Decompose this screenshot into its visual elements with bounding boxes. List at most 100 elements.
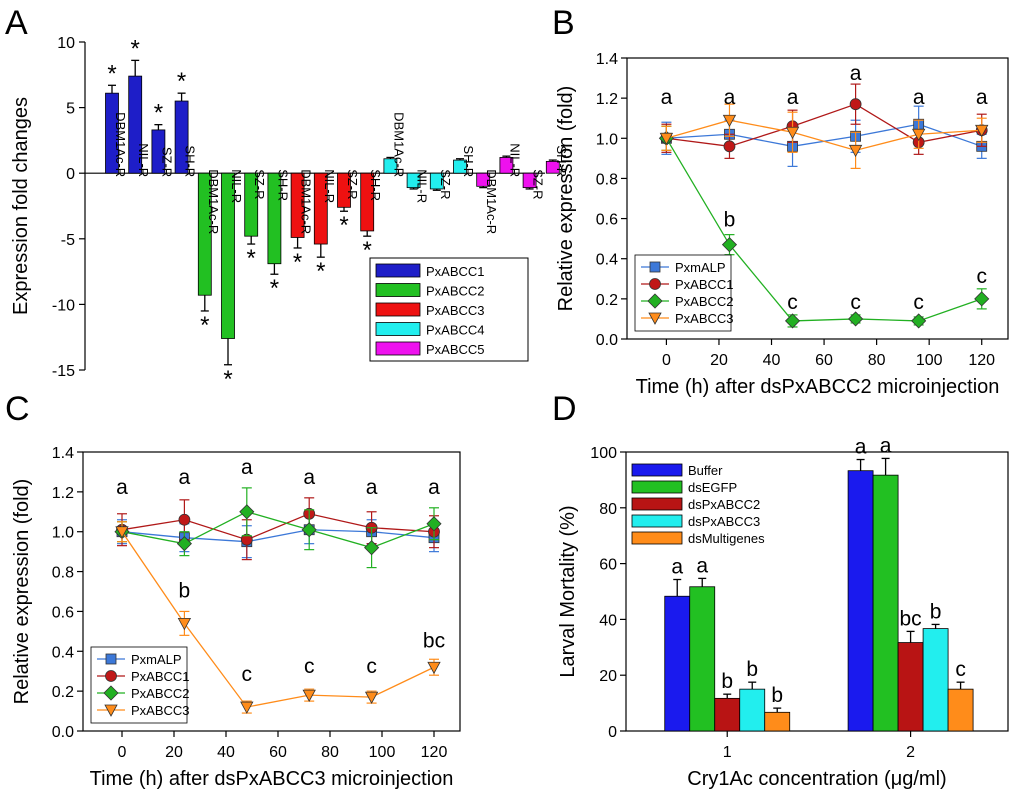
b-legend-label: PxmALP <box>675 260 726 275</box>
c-series-pxmalp <box>116 515 440 559</box>
a-strain-label: DBM1Ac-R <box>391 112 406 177</box>
a-error-bar <box>363 230 372 237</box>
a-strain-label: SZ-R <box>345 169 360 199</box>
b-point-pxabcc3 <box>659 132 674 146</box>
b-point-pxabcc3 <box>785 126 800 140</box>
d-significance-letter: a <box>671 556 683 579</box>
a-error-bar <box>316 244 325 258</box>
b-y-tick-label: 0.4 <box>596 252 618 269</box>
b-legend-marker <box>647 293 663 309</box>
d-y-axis-label: Larval Mortality (%) <box>557 505 579 677</box>
b-y-tick-label: 0.0 <box>596 332 618 349</box>
a-legend-swatch-pxabcc1 <box>375 263 421 278</box>
a-y-tick-label: 5 <box>66 101 75 118</box>
b-line-pxabcc3 <box>666 119 982 152</box>
b-x-tick-label: 60 <box>815 352 833 369</box>
a-legend-swatch-pxabcc5 <box>375 341 421 356</box>
a-y-tick-label: 0 <box>66 166 75 183</box>
b-y-tick-label: 0.2 <box>596 292 618 309</box>
d-significance-letter: c <box>955 658 966 681</box>
a-strain-label: NIL-R <box>322 169 337 203</box>
a-bar-pxabcc5-0 <box>476 172 491 187</box>
c-x-tick-label: 80 <box>321 744 339 761</box>
a-error-bar <box>131 59 140 77</box>
d-significance-letter: bc <box>899 607 921 630</box>
d-x-axis-label: Cry1Ac concentration (μg/ml) <box>687 768 946 790</box>
d-significance-letter: b <box>771 684 783 707</box>
a-legend: PxABCC1 PxABCC2 PxABCC3 PxABCC4 PxABCC5 <box>369 257 529 362</box>
a-legend-label: PxABCC4 <box>426 323 485 338</box>
c-point-pxabcc3 <box>177 617 192 631</box>
b-series-pxabcc2 <box>658 125 990 329</box>
b-y-tick-label: 1.4 <box>596 51 618 68</box>
a-error-bar <box>224 338 232 366</box>
c-point-pxabcc3 <box>115 526 129 539</box>
b-point-pxabcc1 <box>849 98 862 111</box>
b-series-pxabcc3 <box>659 103 989 169</box>
a-significance-star: * <box>200 312 209 339</box>
c-y-tick-label: 1.4 <box>52 445 74 462</box>
c-x-tick-label: 60 <box>269 744 287 761</box>
c-line-pxabcc3 <box>121 531 435 708</box>
d-y-tick-label: 20 <box>599 668 617 685</box>
b-point-pxabcc2 <box>784 313 801 329</box>
a-significance-star: * <box>247 245 256 272</box>
a-strain-label: NIL-R <box>415 169 430 203</box>
c-legend-marker <box>105 653 117 665</box>
d-bar-dsegfp-1 <box>872 474 899 732</box>
c-legend-marker <box>104 704 118 717</box>
a-error-bar <box>409 187 418 190</box>
d-legend-label: dsMultigenes <box>688 531 765 546</box>
a-error-bar <box>456 158 464 161</box>
a-strain-label: DBM1Ac-R <box>113 112 128 177</box>
d-legend-label: dsEGFP <box>688 480 737 495</box>
a-y-tick-label: -10 <box>52 297 75 314</box>
d-bar-dsegfp-0 <box>689 586 716 732</box>
d-legend-swatch-dspxabcc2 <box>631 497 683 511</box>
d-bar-dspxabcc2-0 <box>714 697 741 732</box>
c-line-pxabcc2 <box>121 511 435 549</box>
a-strain-label: SH-R <box>554 145 569 177</box>
d-bar-dspxabcc2-1 <box>897 642 924 732</box>
c-significance-letter: bc <box>423 629 445 652</box>
c-series-pxabcc3 <box>115 521 441 714</box>
c-line-pxmalp <box>121 529 435 543</box>
a-y-axis-label: Expression fold changes <box>10 97 32 315</box>
a-error-bar <box>479 186 488 189</box>
a-significance-star: * <box>223 366 232 393</box>
d-error-bar <box>956 681 965 690</box>
d-error-bar <box>698 577 707 587</box>
a-error-bar <box>386 156 395 159</box>
d-error-bar <box>748 681 757 690</box>
c-significance-letter: a <box>428 476 440 499</box>
a-strain-label: NIL-R <box>229 169 244 203</box>
b-x-tick-label: 80 <box>868 352 886 369</box>
a-significance-star: * <box>177 68 186 95</box>
b-significance-letter: a <box>976 86 988 109</box>
panel-letter-d: D <box>552 390 577 428</box>
a-legend-swatch-pxabcc3 <box>375 302 421 317</box>
c-point-pxabcc2 <box>301 522 317 538</box>
b-line-pxabcc1 <box>666 103 982 147</box>
panel-d-mortality-bar-chart: 0 20 40 60 80 100 Larval Mortality (%) Cry1Ac c… <box>557 434 1009 790</box>
c-point-pxabcc3 <box>364 691 379 704</box>
panel-letter-c: C <box>5 390 30 428</box>
a-error-bar <box>247 236 256 245</box>
d-significance-letter: a <box>880 434 892 457</box>
c-line-pxabcc1 <box>121 513 435 541</box>
d-significance-letter: b <box>930 600 942 623</box>
panel-letter-a: A <box>5 4 28 42</box>
b-point-pxabcc2 <box>911 313 927 329</box>
c-x-tick-label: 120 <box>421 744 448 761</box>
a-legend-label: PxABCC1 <box>426 264 485 279</box>
b-point-pxabcc3 <box>911 128 926 142</box>
c-legend-label: PxABCC2 <box>131 686 190 701</box>
a-strain-label: NIL-R <box>136 143 151 177</box>
c-significance-letter: b <box>179 579 191 602</box>
c-legend-label: PxABCC1 <box>131 669 190 684</box>
a-legend-swatch-pxabcc2 <box>375 283 421 297</box>
a-error-bar <box>525 187 534 190</box>
a-strain-label: SH-R <box>368 169 383 201</box>
a-strain-label: SH-R <box>275 169 290 201</box>
c-point-pxabcc3 <box>240 701 254 714</box>
